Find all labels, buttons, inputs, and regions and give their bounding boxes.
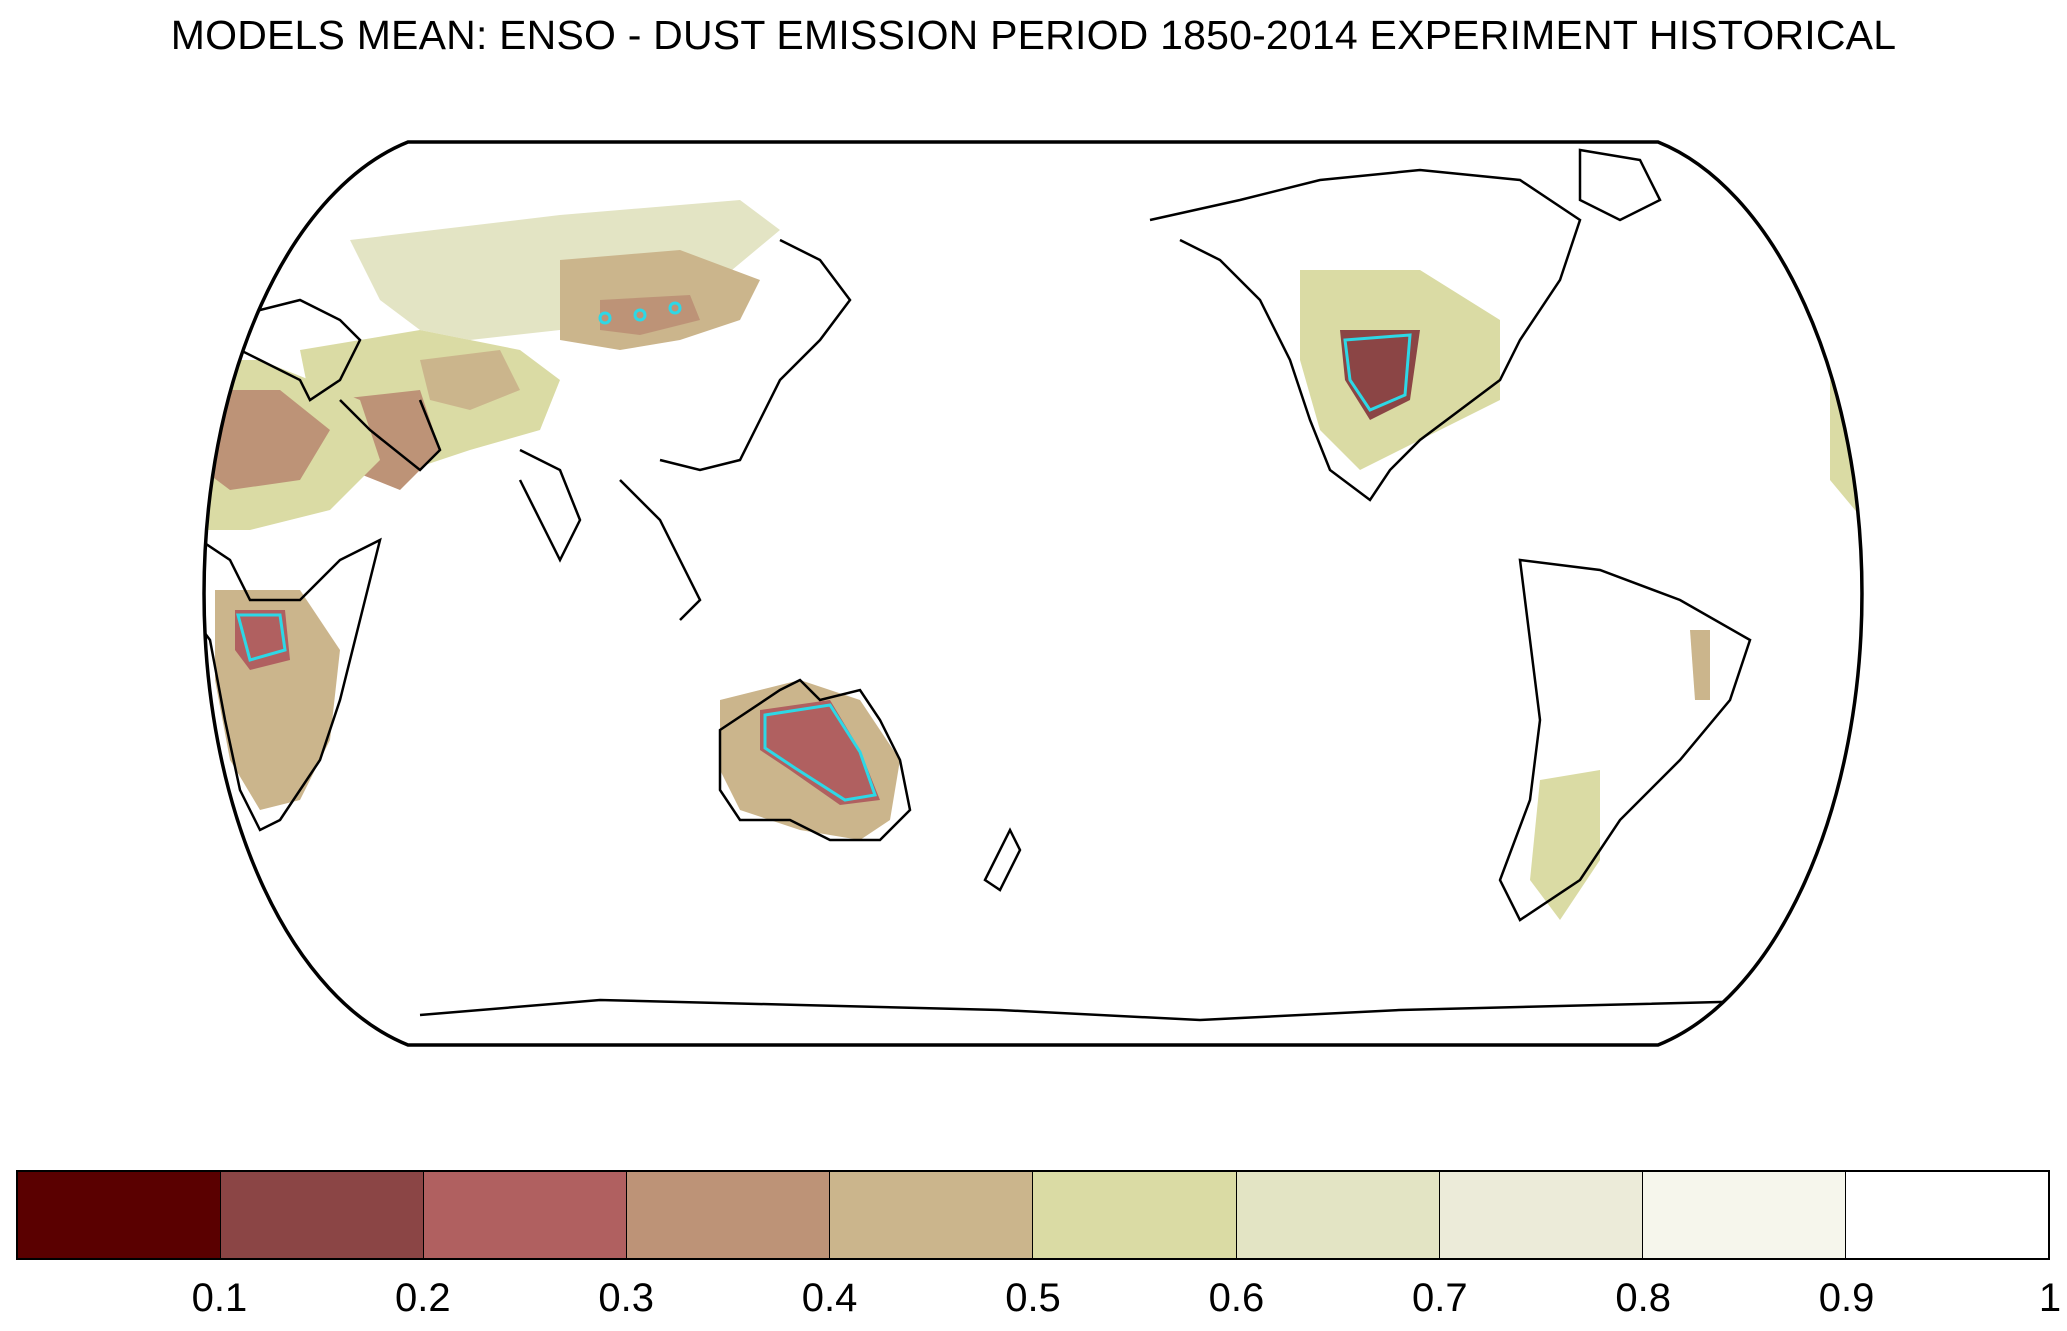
contour-small-3	[668, 301, 682, 315]
globe-outline	[202, 140, 1864, 1047]
colorbar	[16, 1170, 2050, 1260]
colorbar-tick-label: 0.7	[1411, 1276, 1468, 1320]
contour-north-america	[1343, 333, 1412, 412]
colorbar-segment	[18, 1172, 222, 1258]
colorbar-tick-label: 0.8	[1615, 1276, 1671, 1320]
coast-north-america	[1149, 168, 1582, 502]
dust-emission-map	[202, 140, 1864, 1047]
colorbar-segment	[830, 1172, 1034, 1258]
coast-east-asia	[659, 238, 852, 472]
contour-australia	[763, 703, 878, 802]
coast-australia	[718, 678, 912, 842]
colorbar-tick-label: 0.2	[394, 1276, 451, 1320]
contour-small-2	[633, 308, 647, 322]
shade-west-africa-edge	[1830, 380, 1862, 540]
map-title: MODELS MEAN: ENSO - DUST EMISSION PERIOD…	[170, 12, 1897, 58]
shade-australia-core	[760, 700, 880, 805]
coastlines	[204, 148, 1801, 1022]
contour-southern-africa	[236, 613, 287, 662]
coast-new-zealand	[983, 827, 1022, 892]
colorbar-tick-label: 1	[2038, 1276, 2062, 1320]
colorbar-tick-label: 0.5	[1005, 1276, 1061, 1320]
significance-contours	[236, 301, 1412, 802]
coast-antarctica	[419, 998, 1801, 1022]
colorbar-tick-label: 0.6	[1208, 1276, 1265, 1320]
contour-small-1	[598, 311, 612, 325]
shade-tarim	[600, 295, 700, 335]
colorbar-tick-label: 0.9	[1818, 1276, 1875, 1320]
shade-brazil	[1690, 630, 1710, 700]
colorbar-segment	[1033, 1172, 1237, 1258]
colorbar-segment	[1845, 1172, 2048, 1258]
colorbar-tick-label: 0.4	[801, 1276, 858, 1320]
colorbar-tick-label: 0.3	[598, 1276, 654, 1320]
colorbar-tick-label: 0.1	[191, 1276, 248, 1320]
colorbar-segment	[221, 1172, 425, 1258]
coast-india	[518, 448, 582, 563]
shading-layer	[204, 200, 1862, 920]
coast-europe	[217, 298, 362, 402]
colorbar-segment	[1236, 1172, 1440, 1258]
colorbar-segment	[1642, 1172, 1846, 1258]
coast-south-america	[1498, 558, 1752, 922]
colorbar-segment	[1439, 1172, 1643, 1258]
colorbar-segment	[627, 1172, 831, 1258]
coast-africa	[204, 518, 382, 832]
colorbar-segment	[424, 1172, 628, 1258]
shade-iran	[420, 350, 520, 410]
coast-arabia	[339, 399, 442, 472]
coast-se-asia	[619, 479, 702, 621]
coast-greenland	[1578, 148, 1662, 222]
shade-south-america	[1530, 770, 1600, 920]
